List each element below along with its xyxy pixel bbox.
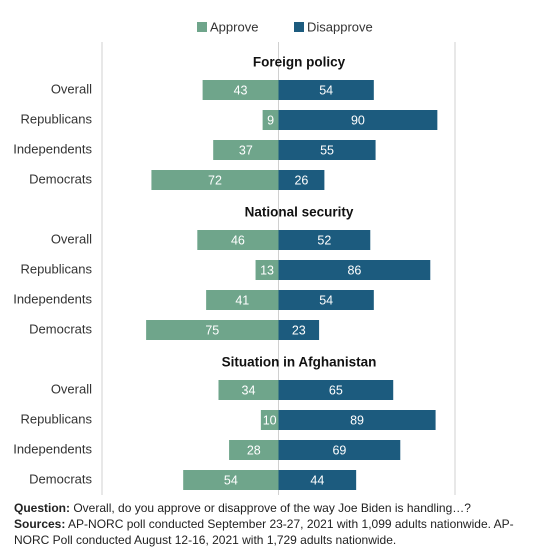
- category-label: Overall: [51, 81, 92, 96]
- bar: [151, 170, 279, 190]
- sources-text: AP-NORC poll conducted September 23-27, …: [14, 517, 514, 547]
- bar: [278, 410, 436, 430]
- chart: Approve Disapprove Foreign policy Overall 43…: [13, 19, 456, 495]
- bar: [255, 260, 279, 280]
- panel-title: Situation in Afghanistan: [222, 355, 377, 370]
- bar: [278, 110, 438, 130]
- bar: [206, 290, 279, 310]
- value-label: 37: [239, 143, 253, 157]
- value-label: 52: [317, 233, 331, 247]
- footnotes: Question: Overall, do you approve or dis…: [14, 500, 539, 548]
- value-label: 44: [310, 473, 324, 487]
- bar: [218, 380, 279, 400]
- sources-label: Sources:: [14, 517, 66, 531]
- bar: [278, 380, 394, 400]
- panel-title: National security: [245, 205, 354, 220]
- legend-swatch: [197, 22, 207, 32]
- value-label: 72: [208, 173, 222, 187]
- value-label: 55: [320, 143, 334, 157]
- value-label: 65: [329, 383, 343, 397]
- bar: [278, 230, 371, 250]
- bar: [278, 470, 357, 490]
- value-label: 89: [350, 413, 364, 427]
- bar: [146, 320, 279, 340]
- bar: [262, 110, 279, 130]
- category-label: Independents: [13, 291, 92, 306]
- value-label: 23: [292, 323, 306, 337]
- value-label: 10: [263, 413, 277, 427]
- bar: [278, 440, 401, 460]
- bar: [197, 230, 279, 250]
- sources: Sources: AP-NORC poll conducted Septembe…: [14, 516, 539, 548]
- value-label: 75: [205, 323, 219, 337]
- bar: [260, 410, 279, 430]
- value-label: 54: [224, 473, 238, 487]
- value-label: 69: [332, 443, 346, 457]
- category-label: Democrats: [29, 471, 92, 486]
- category-label: Republicans: [20, 111, 92, 126]
- value-label: 43: [234, 83, 248, 97]
- bar: [229, 440, 279, 460]
- question: Question: Overall, do you approve or dis…: [14, 500, 539, 516]
- bar: [278, 260, 431, 280]
- category-label: Republicans: [20, 411, 92, 426]
- legend-label: Disapprove: [307, 19, 373, 34]
- category-label: Independents: [13, 441, 92, 456]
- value-label: 13: [260, 263, 274, 277]
- question-text: Overall, do you approve or disapprove of…: [73, 501, 471, 515]
- value-label: 86: [347, 263, 361, 277]
- panel-title: Foreign policy: [253, 55, 346, 70]
- bar: [278, 320, 320, 340]
- bar: [278, 80, 374, 100]
- legend-swatch: [294, 22, 304, 32]
- value-label: 9: [267, 113, 274, 127]
- value-label: 46: [231, 233, 245, 247]
- value-label: 54: [319, 293, 333, 307]
- bar: [278, 140, 376, 160]
- legend-label: Approve: [210, 19, 258, 34]
- category-label: Overall: [51, 231, 92, 246]
- value-label: 90: [351, 113, 365, 127]
- value-label: 26: [294, 173, 308, 187]
- bar: [278, 170, 325, 190]
- value-label: 54: [319, 83, 333, 97]
- bar: [213, 140, 279, 160]
- category-label: Independents: [13, 141, 92, 156]
- bar: [183, 470, 279, 490]
- category-label: Republicans: [20, 261, 92, 276]
- category-label: Democrats: [29, 321, 92, 336]
- value-label: 34: [242, 383, 256, 397]
- question-label: Question:: [14, 501, 70, 515]
- category-label: Democrats: [29, 171, 92, 186]
- value-label: 28: [247, 443, 261, 457]
- bar: [278, 290, 374, 310]
- bar: [202, 80, 279, 100]
- category-label: Overall: [51, 381, 92, 396]
- value-label: 41: [235, 293, 249, 307]
